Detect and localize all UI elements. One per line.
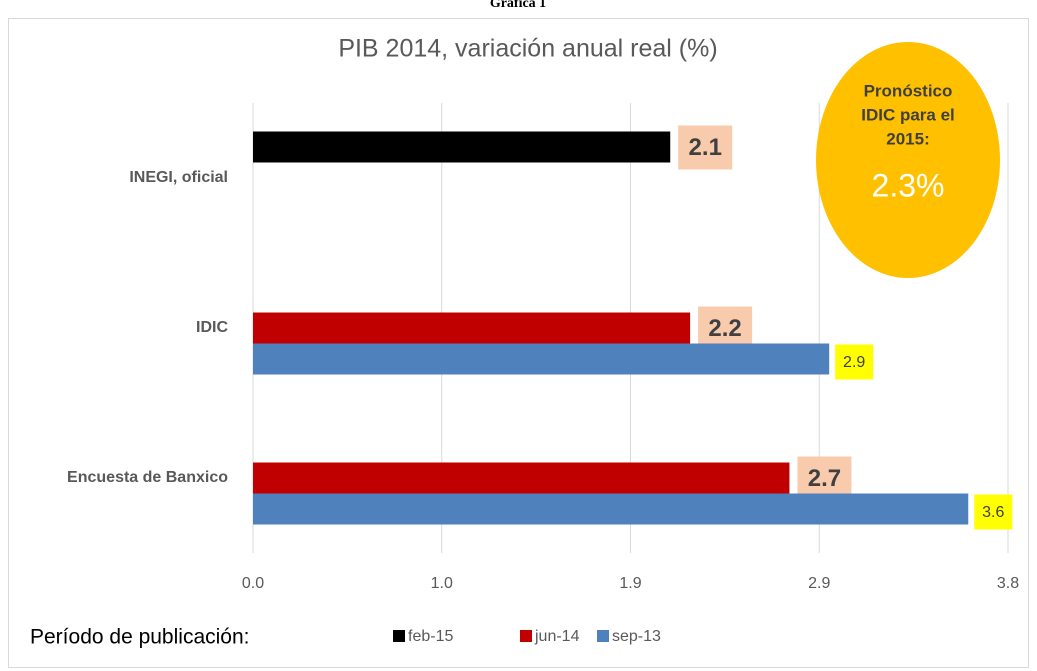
annotation-value: 2.3% (872, 167, 945, 203)
caption: Gráfica 1 (490, 0, 546, 11)
legend-label: jun-14 (534, 628, 580, 645)
legend-swatch (393, 630, 405, 642)
data-label-box (678, 125, 733, 170)
annotation-text: IDIC para el (861, 105, 955, 124)
data-label: 2.7 (808, 465, 841, 492)
legend-label: sep-13 (612, 628, 661, 645)
legend-label: feb-15 (408, 628, 453, 645)
data-label: 2.2 (708, 315, 741, 342)
legend-title: Período de publicación: (30, 626, 250, 649)
category-label: IDIC (196, 319, 228, 336)
chart-title: PIB 2014, variación anual real (%) (338, 35, 717, 63)
annotation-bubble (816, 42, 1000, 278)
x-tick-label: 1.9 (619, 575, 641, 592)
annotation-text: Pronóstico (864, 81, 953, 100)
category-label: INEGI, oficial (129, 169, 228, 186)
x-tick-label: 2.9 (808, 575, 830, 592)
data-label: 2.9 (843, 354, 865, 371)
legend-swatch (597, 630, 609, 642)
data-label: 3.6 (982, 504, 1004, 521)
data-label-box (698, 306, 753, 351)
bar (253, 462, 790, 494)
x-tick-label: 1.0 (431, 575, 453, 592)
data-label-box (974, 494, 1013, 530)
category-label: Encuesta de Banxico (67, 469, 228, 486)
bar (253, 343, 830, 375)
bar (253, 312, 691, 344)
x-tick-label: 3.8 (997, 575, 1019, 592)
data-label-box (835, 344, 874, 380)
legend-swatch (520, 630, 532, 642)
data-label-box (797, 456, 852, 501)
annotation-text: 2015: (886, 129, 929, 148)
bar (253, 131, 671, 163)
data-label: 2.1 (689, 134, 722, 161)
bar (253, 493, 969, 525)
x-tick-label: 0.0 (242, 575, 264, 592)
